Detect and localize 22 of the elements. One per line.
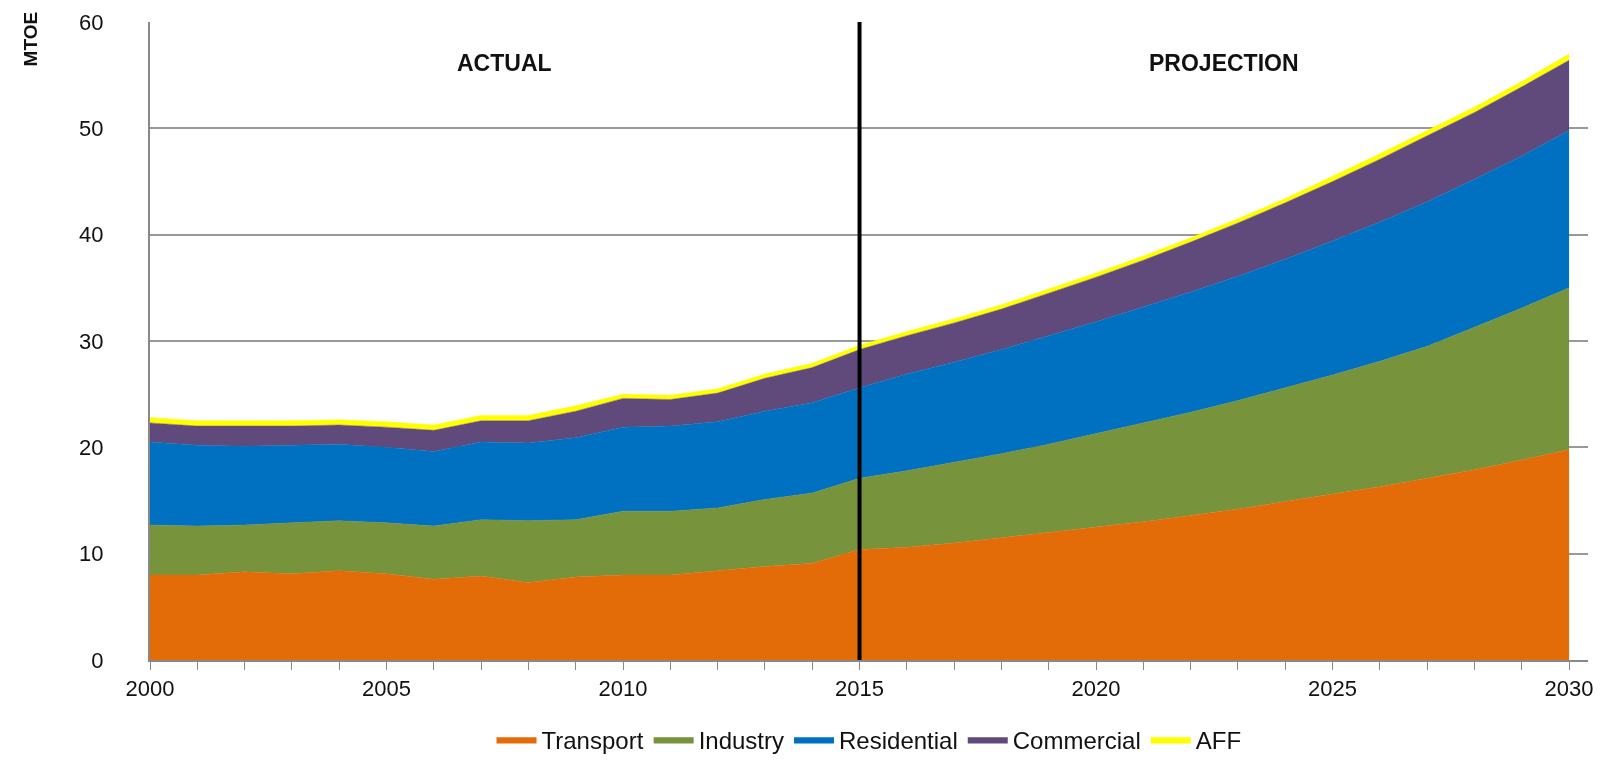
legend-label: Industry [698, 726, 785, 754]
x-tick-label: 2025 [1308, 676, 1358, 702]
x-tick-label: 2020 [1071, 676, 1121, 702]
y-tick-label: 10 [79, 541, 104, 567]
y-tick-label: 20 [79, 435, 104, 461]
legend-label: Commercial [1012, 726, 1141, 754]
x-tick-label: 2000 [125, 676, 175, 702]
y-tick-label: 50 [79, 116, 104, 142]
x-tick-label: 2010 [598, 676, 648, 702]
y-tick-label: 40 [79, 222, 104, 248]
annotation: ACTUAL [457, 50, 552, 76]
x-tick-label: 2015 [835, 676, 885, 702]
y-axis-title: MTOE [19, 11, 41, 67]
legend-label: Residential [839, 726, 958, 754]
y-tick-label: 0 [91, 647, 104, 673]
y-tick-label: 30 [79, 328, 104, 354]
x-tick-label: 2030 [1544, 676, 1594, 702]
x-tick-label: 2005 [362, 676, 411, 702]
legend-label: Transport [541, 726, 644, 754]
y-tick-label: 60 [79, 9, 104, 35]
legend-label: AFF [1195, 726, 1242, 754]
annotation: PROJECTION [1149, 50, 1299, 76]
